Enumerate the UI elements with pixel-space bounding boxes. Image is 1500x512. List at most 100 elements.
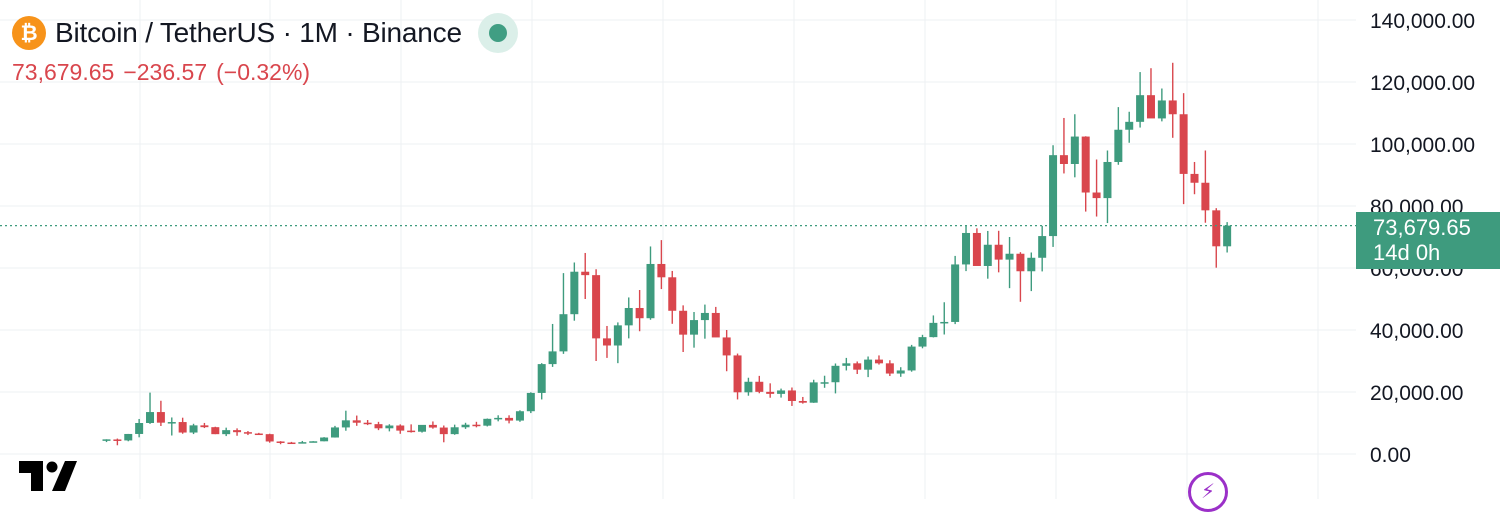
candle — [896, 367, 905, 377]
candle — [1223, 222, 1232, 253]
candle-body — [1146, 95, 1155, 119]
candle — [374, 421, 383, 431]
candle-body — [929, 322, 938, 338]
candle-body — [320, 437, 329, 442]
candle-body — [635, 307, 644, 319]
candle-body — [864, 359, 873, 370]
candle — [951, 255, 960, 325]
candle-body — [842, 363, 851, 366]
candle-body — [526, 392, 535, 412]
candle-body — [711, 312, 720, 338]
candle-body — [798, 400, 807, 403]
candle — [679, 305, 688, 353]
last-price: 73,679.65 — [12, 59, 115, 85]
candle-body — [668, 277, 677, 311]
candle — [330, 425, 339, 438]
candle-body — [352, 420, 361, 423]
candle — [972, 228, 981, 266]
candle — [537, 363, 546, 400]
candle-body — [1114, 129, 1123, 162]
candle — [657, 240, 666, 290]
candle-body — [211, 427, 220, 435]
candle — [309, 441, 318, 443]
candle — [853, 361, 862, 375]
candle-body — [744, 381, 753, 393]
candlestick-chart[interactable]: 0.0020,000.0040,000.0060,000.0080,000.00… — [0, 0, 1500, 499]
candle-body — [940, 321, 949, 324]
candle-body — [341, 420, 350, 428]
lightning-icon[interactable]: ⚡ — [1188, 472, 1228, 512]
candle — [668, 270, 677, 324]
symbol-title[interactable]: Bitcoin / TetherUS · 1M · Binance — [55, 17, 462, 48]
candle — [602, 325, 611, 358]
candle — [809, 379, 818, 403]
candle — [1049, 145, 1058, 247]
candle — [787, 387, 796, 406]
candle-body — [189, 425, 198, 433]
candle-body — [570, 271, 579, 315]
candle-countdown: 14d 0h — [1373, 240, 1441, 265]
candle — [570, 262, 579, 321]
candle-body — [309, 441, 318, 443]
candle — [167, 417, 176, 436]
candle — [407, 424, 416, 433]
candle-body — [363, 422, 372, 425]
candle-body — [733, 355, 742, 393]
candle-body — [428, 424, 437, 428]
candle — [287, 441, 296, 445]
candle — [135, 418, 144, 438]
candle-body — [515, 411, 524, 421]
candle — [831, 363, 840, 394]
candle-body — [407, 430, 416, 433]
candle — [298, 440, 307, 444]
candle — [450, 424, 459, 435]
candle-body — [1016, 253, 1025, 272]
candle-body — [820, 382, 829, 384]
candle-body — [254, 433, 263, 436]
candle-body — [222, 430, 231, 435]
candle-body — [167, 422, 176, 424]
candle-body — [1049, 155, 1058, 237]
candle — [265, 433, 274, 443]
candle-body — [613, 325, 622, 346]
candle — [842, 357, 851, 371]
candle — [418, 424, 427, 433]
candle-body — [1092, 192, 1101, 199]
candle — [1059, 117, 1068, 174]
candle-body — [548, 351, 557, 365]
candle-body — [385, 425, 394, 429]
candle — [505, 415, 514, 424]
price-quote: 73,679.65 −236.57 (−0.32%) — [12, 59, 319, 86]
candle — [592, 269, 601, 361]
price-axis-tick-label: 0.00 — [1370, 444, 1411, 467]
candle-body — [831, 365, 840, 383]
candle — [385, 424, 394, 432]
candle — [1103, 150, 1112, 224]
candle — [1070, 114, 1079, 178]
candle — [483, 418, 492, 427]
candle — [646, 246, 655, 320]
candle — [211, 426, 220, 435]
candle-body — [951, 264, 960, 322]
candle — [276, 441, 285, 445]
candle — [962, 225, 971, 272]
candle — [700, 304, 709, 339]
candle — [711, 306, 720, 338]
candle — [243, 431, 252, 436]
market-status-dot-icon[interactable] — [477, 13, 518, 53]
tradingview-logo-icon[interactable] — [19, 461, 77, 491]
candle — [1136, 72, 1145, 128]
candle-body — [396, 425, 405, 431]
candle-body — [1190, 173, 1199, 183]
candle-body — [156, 412, 165, 423]
candle — [515, 410, 524, 422]
last-price-tag: 73,679.65 14d 0h — [1356, 212, 1500, 269]
candle — [907, 344, 916, 372]
candle-body — [418, 424, 427, 432]
candle-body — [657, 263, 666, 278]
candle-body — [624, 307, 633, 326]
candle-body — [330, 427, 339, 438]
candle — [635, 290, 644, 332]
candle-body — [1136, 95, 1145, 122]
candle-body — [102, 439, 111, 441]
